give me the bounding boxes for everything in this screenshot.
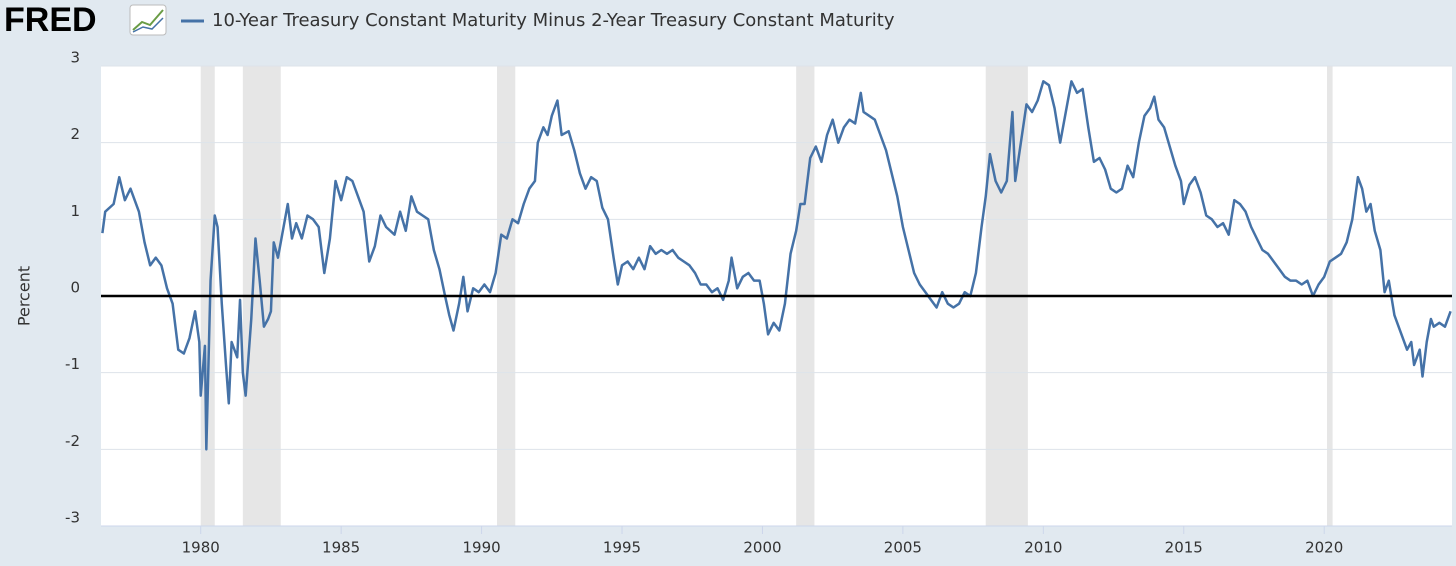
x-tick-label: 2005 — [884, 539, 922, 557]
logo: FRED — [4, 1, 97, 39]
x-tick-label: 2020 — [1305, 539, 1343, 557]
x-tick-label: 1980 — [182, 539, 220, 557]
y-tick-label: 2 — [70, 125, 80, 143]
y-tick-label: -2 — [65, 432, 80, 450]
y-tick-label: -3 — [65, 509, 80, 527]
y-tick-label: -1 — [65, 355, 80, 373]
x-tick-label: 1985 — [322, 539, 360, 557]
y-axis-label: Percent — [15, 266, 34, 326]
legend-label: 10-Year Treasury Constant Maturity Minus… — [212, 10, 895, 31]
series-line — [101, 80, 1452, 451]
y-tick-label: 0 — [70, 279, 80, 297]
y-tick-label: 3 — [70, 49, 80, 67]
x-tick-label: 2000 — [743, 539, 781, 557]
y-tick-label: 1 — [70, 202, 80, 220]
x-tick-label: 2015 — [1165, 539, 1203, 557]
x-tick-label: 1995 — [603, 539, 641, 557]
x-tick-label: 2010 — [1024, 539, 1062, 557]
x-tick-label: 1990 — [462, 539, 500, 557]
logo-icon — [129, 4, 167, 36]
